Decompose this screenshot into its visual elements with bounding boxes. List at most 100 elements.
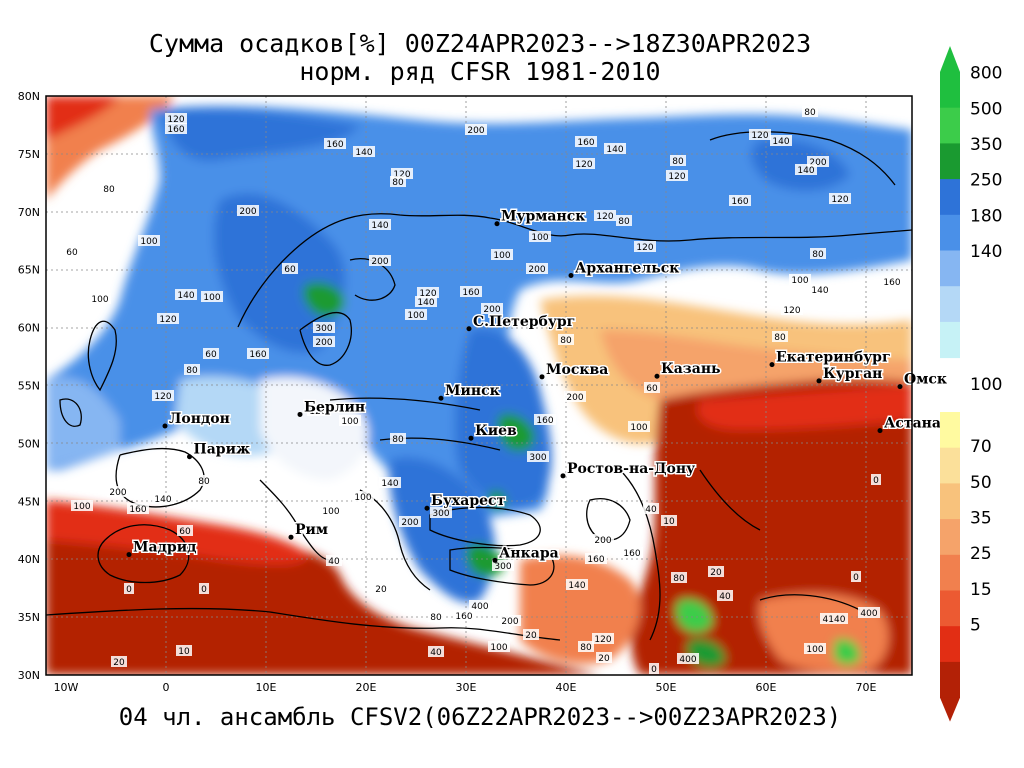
colorbar-label: 15: [970, 580, 992, 600]
contour-label: 200: [537, 549, 559, 561]
city-label: Мадрид: [133, 540, 196, 556]
svg-text:400: 400: [471, 602, 488, 612]
contour-label: 40: [326, 555, 342, 567]
contour-label: 80: [184, 364, 200, 376]
contour-label: 200: [592, 534, 614, 546]
svg-text:140: 140: [772, 137, 789, 147]
contour-label: 100: [491, 249, 513, 261]
colorbar-label: 50: [970, 473, 992, 493]
svg-text:200: 200: [528, 265, 545, 275]
city-label: Рим: [295, 522, 328, 538]
lon-tick-label: 50E: [656, 681, 677, 694]
svg-text:100: 100: [806, 645, 823, 655]
contour-label: 200: [807, 156, 829, 168]
svg-text:160: 160: [129, 505, 146, 515]
contour-label: 40: [717, 590, 733, 602]
longitude-axis: 10W 0 10E 20E 30E 40E 50E 60E 70E: [54, 681, 877, 694]
city-marker: Киев: [468, 422, 519, 441]
colorbar-label: 140: [970, 242, 1002, 262]
svg-text:160: 160: [623, 549, 640, 559]
contour-label: 4140: [820, 613, 848, 625]
svg-text:200: 200: [501, 617, 518, 627]
lat-tick-label: 65N: [18, 264, 40, 277]
map-frame: [45, 95, 913, 676]
svg-text:120: 120: [159, 315, 176, 325]
contour-label: 100: [804, 643, 826, 655]
lat-tick-label: 70N: [18, 206, 40, 219]
city-markers: Мурманск Архангельск С.Петербург Москва Каза…: [126, 207, 949, 563]
contour-label: 0: [649, 663, 659, 675]
colorbar-label: 800: [970, 64, 1002, 84]
city-marker: Омск: [897, 370, 949, 390]
svg-text:120: 120: [419, 289, 436, 299]
svg-text:20: 20: [525, 631, 537, 641]
contour-label: 140: [415, 296, 437, 308]
colorbar-swatch: [940, 250, 960, 287]
colorbar-swatch: [940, 661, 960, 699]
city-label: Бухарест: [431, 493, 506, 509]
contour-label: 300: [527, 451, 549, 463]
svg-text:200: 200: [401, 518, 418, 528]
svg-text:160: 160: [167, 125, 184, 135]
contour-label: 120: [634, 241, 656, 253]
coastlines: [46, 131, 912, 641]
city-label: С.Петербург: [473, 314, 575, 330]
svg-text:100: 100: [140, 237, 157, 247]
city-marker: Архангельск: [568, 259, 681, 278]
city-marker: Париж: [187, 440, 252, 460]
city-label: Ростов-на-Дону: [567, 461, 695, 477]
city-marker: Астана: [877, 414, 943, 434]
contour-label: 80: [390, 433, 406, 445]
city-marker: Мадрид: [126, 538, 198, 558]
colorbar-swatch: [940, 321, 960, 359]
contour-label: 120: [829, 193, 851, 205]
contour-label: 160: [575, 136, 597, 148]
svg-text:0: 0: [873, 476, 879, 486]
lat-tick-label: 35N: [18, 611, 40, 624]
svg-text:60: 60: [646, 384, 658, 394]
contour-label: 120: [391, 168, 413, 180]
svg-text:20: 20: [375, 585, 387, 595]
colorbar-swatch: [940, 107, 960, 144]
svg-text:140: 140: [371, 221, 388, 231]
svg-text:120: 120: [668, 172, 685, 182]
colorbar-swatch: [940, 519, 960, 556]
svg-text:200: 200: [239, 207, 256, 217]
contour-label: 100: [789, 274, 811, 286]
colorbar-label: 35: [970, 509, 992, 529]
colorbar-swatch: [940, 72, 960, 109]
contour-labels: 1601202001601401208016014012012080120140…: [64, 106, 903, 675]
contour-label: 100: [320, 505, 342, 517]
contour-label: 160: [127, 503, 149, 515]
contour-label: 160: [324, 138, 346, 150]
city-label: Берлин: [304, 399, 365, 415]
city-marker: Анкара: [492, 544, 560, 563]
contour-label: 400: [858, 607, 880, 619]
city-marker: Берлин: [297, 398, 367, 417]
svg-text:0: 0: [126, 585, 132, 595]
contour-label: 400: [677, 653, 699, 665]
contour-label: 80: [616, 215, 632, 227]
contour-label: 120: [592, 633, 614, 645]
city-label: Минск: [445, 383, 500, 399]
contour-label: 80: [196, 475, 212, 487]
svg-text:80: 80: [580, 643, 592, 653]
contour-label: 100: [138, 235, 160, 247]
city-label: Киев: [475, 423, 517, 439]
contour-label: 120: [152, 390, 174, 402]
contour-label: 200: [237, 205, 259, 217]
svg-text:160: 160: [462, 288, 479, 298]
svg-text:100: 100: [354, 493, 371, 503]
svg-text:60: 60: [66, 248, 78, 258]
svg-text:160: 160: [536, 416, 553, 426]
contour-label: 20: [708, 566, 724, 578]
contour-label: 80: [390, 176, 406, 188]
contour-label: 100: [89, 293, 111, 305]
contour-label: 10: [661, 515, 677, 527]
colorbar-label: 500: [970, 99, 1002, 119]
svg-text:120: 120: [596, 212, 613, 222]
graticule: [46, 96, 912, 675]
svg-text:200: 200: [315, 338, 332, 348]
contour-label: 160: [729, 195, 751, 207]
svg-text:80: 80: [430, 613, 442, 623]
